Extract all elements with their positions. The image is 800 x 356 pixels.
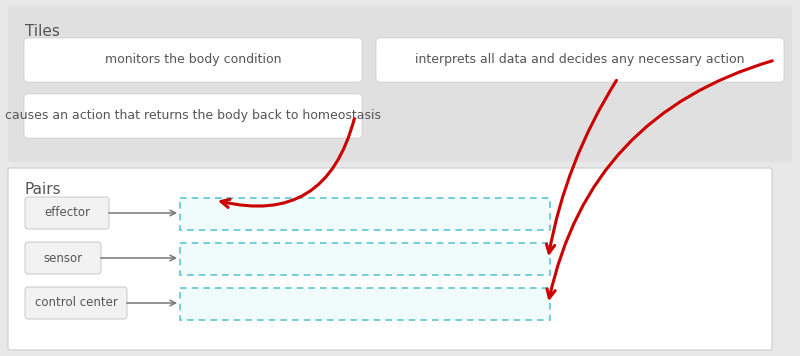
- FancyBboxPatch shape: [24, 38, 362, 82]
- Text: sensor: sensor: [43, 251, 82, 265]
- FancyBboxPatch shape: [180, 198, 550, 230]
- Text: interprets all data and decides any necessary action: interprets all data and decides any nece…: [415, 53, 745, 67]
- FancyBboxPatch shape: [180, 243, 550, 275]
- Text: causes an action that returns the body back to homeostasis: causes an action that returns the body b…: [5, 110, 381, 122]
- Text: Pairs: Pairs: [25, 182, 62, 197]
- FancyBboxPatch shape: [180, 288, 550, 320]
- FancyBboxPatch shape: [376, 38, 784, 82]
- FancyBboxPatch shape: [25, 197, 109, 229]
- FancyBboxPatch shape: [25, 242, 101, 274]
- Text: monitors the body condition: monitors the body condition: [105, 53, 282, 67]
- FancyBboxPatch shape: [25, 287, 127, 319]
- FancyBboxPatch shape: [8, 6, 792, 162]
- FancyBboxPatch shape: [24, 94, 362, 138]
- FancyBboxPatch shape: [8, 168, 772, 350]
- Text: control center: control center: [34, 297, 118, 309]
- Text: Tiles: Tiles: [25, 24, 60, 39]
- Text: effector: effector: [44, 206, 90, 220]
